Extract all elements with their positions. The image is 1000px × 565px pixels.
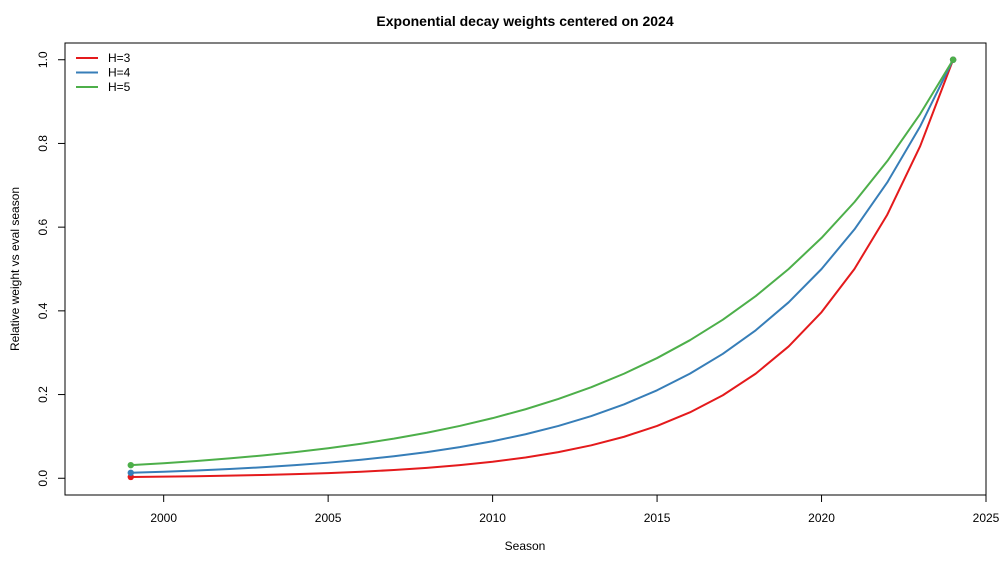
legend-label-3: H=5 bbox=[108, 80, 131, 94]
series-start-point-2 bbox=[127, 469, 134, 476]
x-tick-label: 2025 bbox=[973, 511, 1000, 525]
x-tick-label: 2010 bbox=[479, 511, 506, 525]
plot-frame bbox=[64, 42, 987, 496]
series-start-point-3 bbox=[127, 461, 134, 469]
x-axis-label: Season bbox=[505, 539, 546, 553]
y-tick-label: 0.2 bbox=[36, 386, 50, 403]
series-line-3 bbox=[130, 59, 954, 467]
x-tick-label: 2015 bbox=[644, 511, 671, 525]
y-axis-label: Relative weight vs eval season bbox=[8, 187, 22, 351]
x-tick-label: 2020 bbox=[808, 511, 835, 525]
x-tick-label: 2000 bbox=[150, 511, 177, 525]
series-end-point-3 bbox=[949, 56, 957, 63]
chart-title: Exponential decay weights centered on 20… bbox=[376, 13, 673, 29]
series-line-1 bbox=[130, 59, 955, 478]
legend: H=3H=4H=5 bbox=[76, 51, 131, 94]
series-layer bbox=[130, 59, 955, 478]
y-tick-label: 0.0 bbox=[36, 470, 50, 487]
x-tick-label: 2005 bbox=[315, 511, 342, 525]
legend-label-1: H=3 bbox=[108, 51, 131, 65]
y-tick-label: 0.4 bbox=[36, 302, 50, 319]
x-axis: 2000 2005 2010 2015 2020 2025 bbox=[150, 495, 1000, 525]
y-tick-label: 0.8 bbox=[36, 135, 50, 152]
y-tick-label: 0.6 bbox=[36, 218, 50, 235]
y-tick-label: 1.0 bbox=[36, 51, 50, 68]
marker-layer bbox=[127, 56, 957, 481]
legend-label-2: H=4 bbox=[108, 66, 131, 80]
series-line-2 bbox=[130, 59, 955, 474]
y-axis: 0.0 0.2 0.4 0.6 0.8 1.0 bbox=[36, 51, 65, 487]
